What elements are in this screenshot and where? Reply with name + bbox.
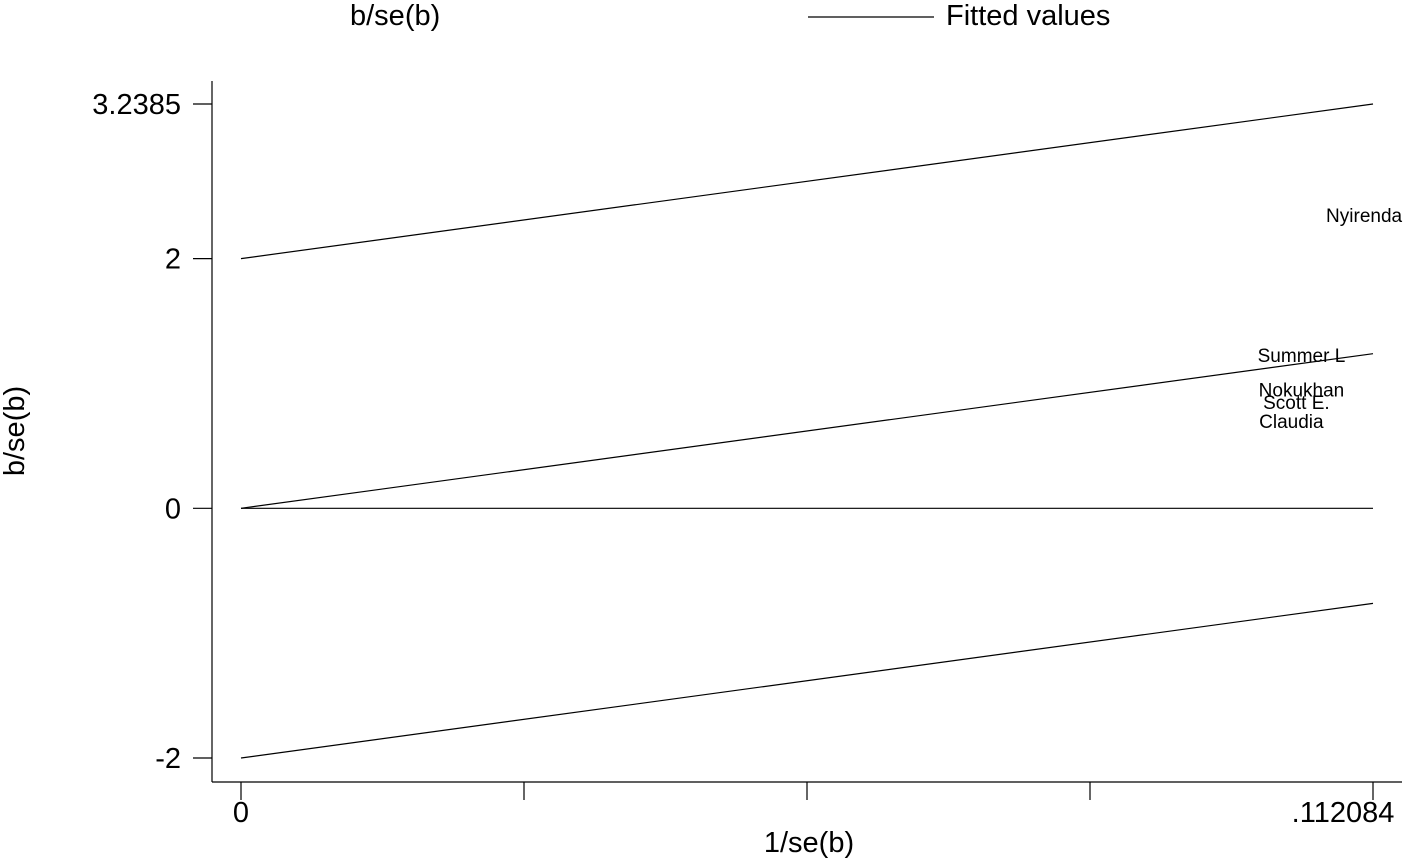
point-label: Summer L <box>1258 346 1346 367</box>
line-lower-ci <box>240 602 1374 759</box>
y-tick-label: 0 <box>165 493 181 525</box>
point-label: Scott E. <box>1263 393 1330 414</box>
x-tick-label: .112084 <box>1292 797 1395 829</box>
x-axis-title: 1/se(b) <box>764 827 854 858</box>
point-label: Claudia <box>1259 412 1324 433</box>
y-axis-title: b/se(b) <box>0 386 31 476</box>
point-label: Nyirenda <box>1326 206 1402 227</box>
plot-lines <box>240 103 1374 759</box>
x-tick-label: 0 <box>233 797 249 829</box>
line-fitted <box>240 353 1374 509</box>
legend: b/se(b) Fitted values <box>350 0 1110 32</box>
y-tick-label: -2 <box>155 743 181 775</box>
y-tick-label: 3.2385 <box>92 89 181 121</box>
legend-label-bse: b/se(b) <box>350 0 440 32</box>
point-label: Nokukhan <box>1259 381 1345 402</box>
y-ticks: -2 0 2 3.2385 <box>92 89 212 775</box>
legend-label-fitted: Fitted values <box>946 0 1110 32</box>
x-ticks: 0 .112084 <box>233 782 1394 829</box>
line-upper-ci <box>240 103 1374 260</box>
y-tick-label: 2 <box>165 244 181 276</box>
